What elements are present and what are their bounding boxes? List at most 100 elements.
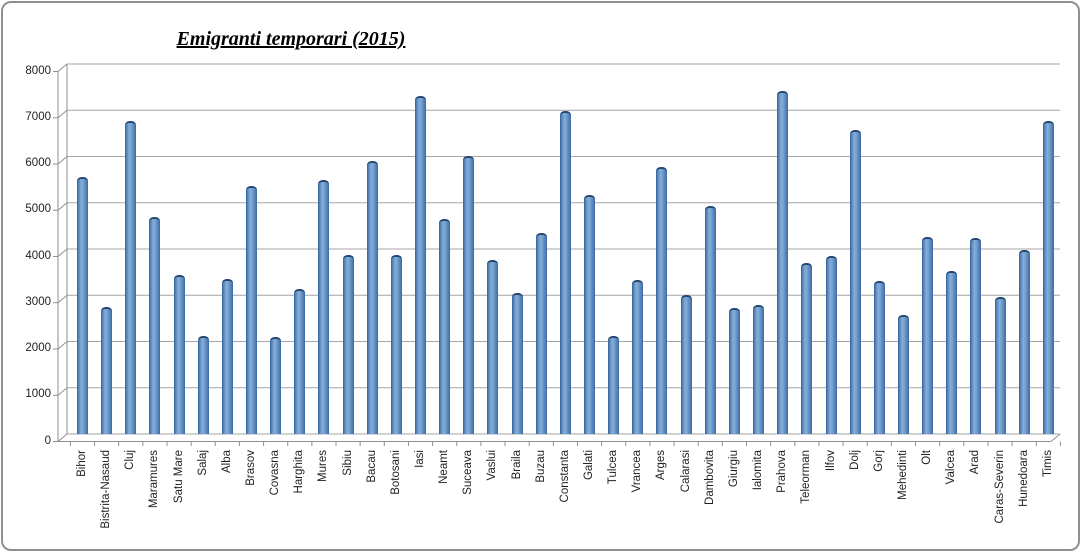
bar-timis[interactable] — [1042, 121, 1054, 434]
x-axis-category-label: Neamt — [438, 450, 451, 484]
x-axis-category-label: Botosani — [389, 450, 402, 495]
x-axis-category-label: Timis — [1041, 450, 1054, 478]
bar-prahova[interactable] — [777, 91, 789, 434]
bar-bihor[interactable] — [76, 176, 88, 434]
x-axis-category-label: Mehedinti — [896, 450, 909, 500]
x-axis-category-label: Caras-Severin — [993, 450, 1006, 524]
bar-constanta[interactable] — [559, 111, 571, 434]
x-axis-category-label: Olt — [921, 450, 934, 465]
wall-gridline-connector — [57, 433, 68, 442]
x-axis-category-label: Arad — [969, 450, 982, 475]
bar-brasov[interactable] — [245, 185, 257, 434]
bar-sibiu[interactable] — [342, 255, 354, 434]
bar-olt[interactable] — [922, 236, 934, 434]
y-axis-tick-label: 0 — [44, 434, 51, 447]
x-axis-category-label: Gorj — [872, 450, 885, 472]
x-axis-category-label: Sibiu — [341, 450, 354, 476]
x-axis-category-label: Brasov — [244, 450, 257, 486]
bar-harghita[interactable] — [294, 289, 306, 434]
x-axis-category-label: Teleorman — [800, 450, 813, 504]
bar-alba[interactable] — [221, 278, 233, 434]
bar-dolj[interactable] — [849, 130, 861, 434]
y-axis-tick-label: 3000 — [25, 295, 51, 308]
x-axis-category-label: Salaj — [196, 450, 209, 476]
bar-arad[interactable] — [970, 238, 982, 434]
x-axis-category-label: Bacau — [365, 450, 378, 483]
wall-gridline-connector — [57, 387, 68, 396]
wall-gridline-connector — [57, 341, 68, 350]
bar-galati[interactable] — [584, 195, 596, 434]
x-axis-category-label: Giurgiu — [727, 450, 740, 488]
y-axis-tick-label: 4000 — [25, 249, 51, 262]
x-axis-category-label: Constanta — [558, 450, 571, 503]
bar-calarasi[interactable] — [680, 295, 692, 434]
bar-vaslui[interactable] — [487, 260, 499, 434]
y-axis-tick-label: 2000 — [25, 342, 51, 354]
bar-vrancea[interactable] — [632, 279, 644, 434]
bar-iasi[interactable] — [415, 95, 427, 434]
bar-mures[interactable] — [318, 180, 330, 434]
bar-tulcea[interactable] — [608, 336, 620, 434]
bar-bacau[interactable] — [366, 161, 378, 434]
x-axis-category-label: Covasna — [269, 450, 282, 496]
bar-giurgiu[interactable] — [728, 307, 740, 434]
y-axis-tick-label: 5000 — [25, 203, 51, 216]
wall-gridline-connector — [57, 156, 68, 165]
bar-caras-severin[interactable] — [994, 296, 1006, 434]
bar-gorj[interactable] — [873, 281, 885, 434]
wall-gridline-connector — [57, 248, 68, 257]
x-axis-category-label: Braila — [510, 450, 523, 480]
bar-arges[interactable] — [656, 167, 668, 434]
bar-braila[interactable] — [511, 293, 523, 434]
x-axis-category-label: Hunedoara — [1017, 450, 1030, 507]
bar-valcea[interactable] — [946, 271, 958, 434]
bar-maramures[interactable] — [149, 216, 161, 434]
x-axis-category-label: Satu Mare — [172, 450, 185, 504]
chart-title: Emigranti temporari (2015) — [176, 28, 406, 50]
bar-buzau[interactable] — [535, 233, 547, 434]
bar-botosani[interactable] — [390, 255, 402, 434]
bar-cluj[interactable] — [125, 120, 137, 434]
x-axis-category-label: Dambovita — [703, 450, 716, 505]
y-axis-tick-label: 7000 — [25, 110, 51, 123]
y-axis-tick-label: 6000 — [25, 157, 51, 169]
wall-gridline-connector — [57, 109, 68, 119]
x-axis-category-label: Dolj — [848, 450, 861, 470]
bar-hunedoara[interactable] — [1018, 249, 1030, 434]
wall-gridline-connector — [57, 63, 68, 72]
wall-gridline-connector — [57, 294, 68, 304]
bar-satu-mare[interactable] — [173, 275, 185, 434]
x-axis-category-label: Valcea — [945, 450, 958, 485]
x-axis-category-label: Mures — [317, 450, 330, 482]
bar-ilfov[interactable] — [825, 256, 837, 434]
x-axis-category-label: Maramures — [148, 450, 161, 509]
floor-right-edge — [1050, 433, 1061, 442]
x-axis-category-label: Harghita — [293, 450, 306, 494]
x-axis-category-label: Ilfov — [824, 450, 837, 472]
x-axis-category-label: Alba — [220, 450, 233, 474]
x-axis-category-label: Calarasi — [679, 450, 692, 493]
x-axis-category-label: Arges — [655, 450, 668, 481]
bar-ialomita[interactable] — [753, 305, 765, 434]
bar-bistrita-nasaud[interactable] — [101, 307, 113, 434]
bar-dambovita[interactable] — [704, 206, 716, 434]
y-axis-tick-label: 1000 — [25, 388, 51, 401]
x-axis-category-label: Cluj — [124, 450, 137, 470]
y-axis-tick-label: 8000 — [25, 64, 51, 77]
x-axis-category-label: Ialomita — [752, 450, 765, 491]
x-axis-category-label: Tulcea — [607, 450, 620, 485]
x-axis-category-label: Suceava — [462, 450, 475, 495]
x-axis-category-label: Bistrita-Nasaud — [100, 450, 113, 529]
bar-teleorman[interactable] — [801, 262, 813, 434]
x-axis-category-label: Iasi — [414, 450, 427, 468]
bar-covasna[interactable] — [270, 337, 282, 434]
wall-gridline-connector — [57, 202, 68, 211]
x-axis-category-label: Vrancea — [631, 450, 644, 493]
bar-mehedinti[interactable] — [897, 314, 909, 434]
bar-suceava[interactable] — [463, 156, 475, 434]
x-axis-category-label: Bihor — [75, 450, 88, 477]
x-axis-category-label: Prahova — [776, 450, 789, 493]
bar-salaj[interactable] — [197, 336, 209, 434]
x-axis-category-label: Buzau — [534, 450, 547, 483]
bar-neamt[interactable] — [439, 219, 451, 434]
